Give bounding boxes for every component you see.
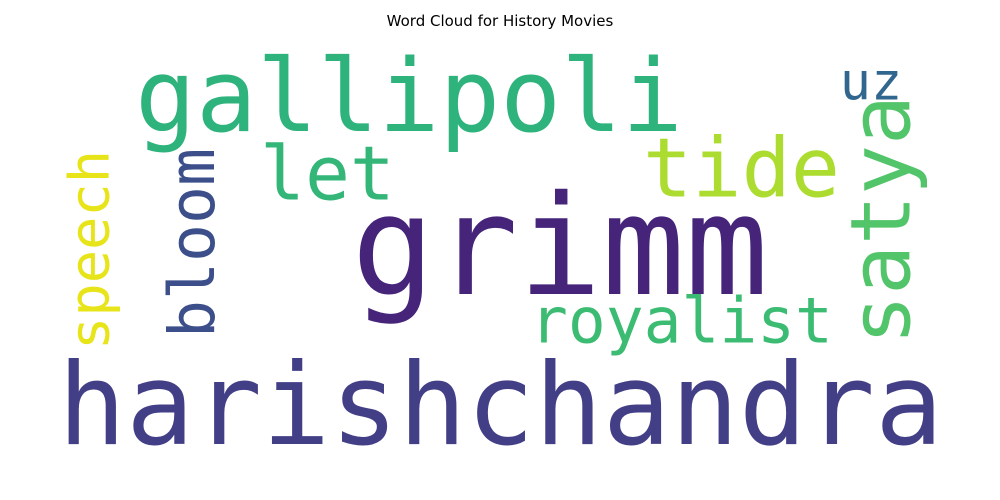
word-satya: satya bbox=[833, 95, 930, 345]
word-bloom: bloom bbox=[155, 148, 229, 338]
word-speech: speech bbox=[59, 150, 123, 350]
word-harishchandra: harishchandra bbox=[58, 339, 943, 471]
word-royalist: royalist bbox=[530, 285, 833, 358]
word-tide: tide bbox=[643, 122, 840, 217]
chart-title: Word Cloud for History Movies bbox=[386, 12, 614, 30]
word-let: let bbox=[260, 131, 395, 218]
word-uz: uz bbox=[840, 53, 902, 113]
word-gallipoli: gallipoli bbox=[135, 37, 683, 155]
word-grimm: grimm bbox=[352, 165, 769, 327]
